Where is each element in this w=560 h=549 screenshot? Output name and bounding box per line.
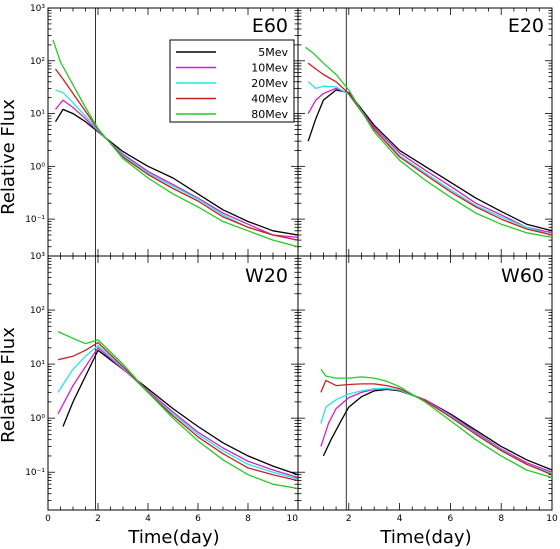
y-tick-label: 10⁰ [30,162,45,172]
x-tick-label: 10 [287,514,299,524]
panel-label: E60 [252,15,288,37]
panel-w20: 10⁻¹ 10⁰ 10¹ 10² 10³ 0 2 4 6 8 10 W20 [25,252,299,524]
panel-frame [297,7,553,257]
y-tick-label: 10¹ [30,360,45,370]
x-tick-label: 2 [346,514,352,524]
series-w20-40mev [57,341,299,482]
legend-label-20mev: 20Mev [251,77,288,90]
series-w20-80mev [57,331,299,490]
x-axis-title-right: Time(day) [379,527,471,548]
y-axis-title-top: Relative Flux [0,99,19,215]
legend: 5Mev 10Mev 20Mev 40Mev 80Mev [169,39,295,123]
series-w20-20mev [57,344,299,480]
series-w60-5mev [322,388,553,471]
legend-label-40mev: 40Mev [251,93,288,106]
x-tick-label: 0 [45,514,51,524]
y-tick-label: 10⁻¹ [25,215,45,225]
series-e60-80mev [52,39,299,248]
series-e60-5mev [54,108,299,236]
x-tick-label: 4 [397,514,403,524]
y-tick-label: 10¹ [30,110,45,120]
legend-label-5mev: 5Mev [258,46,288,59]
y-tick-label: 10⁻¹ [25,468,45,478]
y-tick-label: 10⁰ [30,414,45,424]
series-e60-10mev [54,99,299,239]
series-w60-20mev [320,387,553,475]
panel-label: E20 [508,15,544,37]
series-e20-5mev [307,89,553,232]
x-tick-label: 8 [498,514,504,524]
series-w60-80mev [320,368,553,479]
x-axis-title-left: Time(day) [127,527,219,548]
x-tick-label: 8 [245,514,251,524]
x-tick-label: 10 [546,514,558,524]
panel-e60: 10⁻¹ 10⁰ 10¹ 10² 10³ E60 [25,4,299,257]
panel-w60: 2 4 6 8 10 W60 [297,255,558,524]
x-tick-label: 2 [95,514,101,524]
y-tick-label: 10³ [30,252,45,262]
panel-e20: E20 [297,7,553,257]
series-w20-5mev [62,349,299,476]
legend-label-80mev: 80Mev [251,108,288,121]
series-e20-10mev [307,87,553,234]
series-e20-40mev [307,62,553,236]
panels-layer: 10⁻¹ 10⁰ 10¹ 10² 10³ E60 E20 10⁻¹ 10⁰ 10¹ 10² 10³ 0 2… [25,4,558,524]
legend-label-10mev: 10Mev [251,62,288,75]
x-tick-label: 6 [448,514,454,524]
series-e60-40mev [54,68,299,241]
y-tick-label: 10² [30,306,45,316]
series-e20-80mev [305,46,553,239]
y-axis-title-bottom: Relative Flux [0,327,19,443]
series-e20-20mev [307,81,553,236]
x-tick-label: 4 [145,514,151,524]
series-w60-40mev [320,379,553,476]
x-tick-label: 6 [195,514,201,524]
panel-label: W60 [501,265,544,287]
legend-box [169,39,295,123]
y-tick-label: 10³ [30,4,45,14]
panel-frame [297,255,553,511]
y-tick-label: 10² [30,57,45,67]
panel-label: W20 [245,265,288,287]
series-w20-10mev [57,347,299,479]
